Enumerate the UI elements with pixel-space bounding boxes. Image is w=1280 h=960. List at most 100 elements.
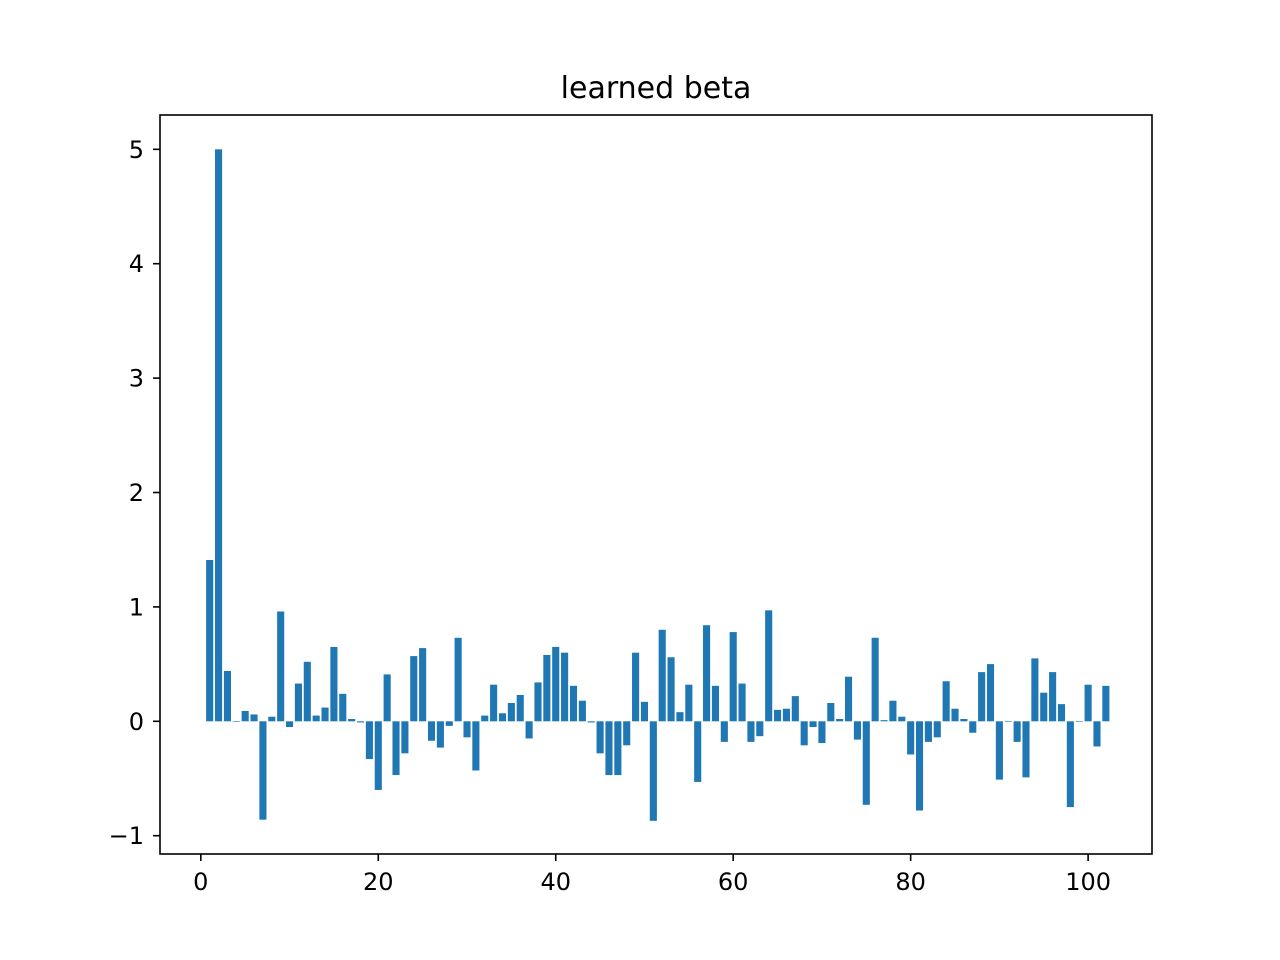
bar bbox=[1022, 721, 1030, 778]
bar bbox=[791, 696, 799, 722]
bar bbox=[836, 719, 844, 722]
bar bbox=[410, 656, 418, 722]
bar bbox=[348, 719, 356, 722]
bar bbox=[978, 672, 986, 722]
bar bbox=[605, 721, 613, 776]
bar bbox=[232, 721, 240, 722]
bar bbox=[1057, 704, 1066, 722]
bar bbox=[685, 684, 693, 722]
bar bbox=[818, 721, 826, 744]
bar bbox=[578, 700, 586, 722]
axes-frame bbox=[159, 114, 1153, 855]
bar bbox=[596, 721, 604, 754]
bar bbox=[365, 721, 373, 760]
bar bbox=[774, 709, 782, 722]
bar bbox=[206, 560, 214, 722]
bar bbox=[312, 715, 320, 722]
bar bbox=[658, 629, 666, 722]
bar bbox=[250, 714, 258, 722]
bar bbox=[924, 721, 932, 742]
bar bbox=[1040, 692, 1048, 722]
bar bbox=[392, 721, 400, 776]
bar bbox=[1049, 672, 1057, 722]
bar bbox=[1066, 721, 1074, 808]
bar bbox=[738, 683, 746, 722]
bar bbox=[703, 625, 711, 722]
x-tick-label: 100 bbox=[1065, 868, 1111, 896]
bar bbox=[1102, 685, 1110, 722]
bar bbox=[294, 683, 302, 722]
bar bbox=[880, 720, 888, 722]
bar bbox=[667, 657, 675, 722]
bar bbox=[871, 637, 879, 722]
x-tick-label: 60 bbox=[718, 868, 749, 896]
bar bbox=[516, 694, 524, 722]
bar bbox=[259, 721, 267, 820]
bar bbox=[507, 703, 515, 722]
x-tick-label: 0 bbox=[193, 868, 208, 896]
bar bbox=[756, 721, 764, 737]
bar bbox=[587, 721, 595, 723]
bar bbox=[1093, 721, 1101, 747]
x-tick-label: 80 bbox=[895, 868, 926, 896]
bar bbox=[223, 670, 231, 722]
bar bbox=[569, 685, 578, 722]
bar bbox=[614, 721, 622, 776]
bar bbox=[445, 721, 453, 726]
bar bbox=[809, 721, 817, 728]
bar bbox=[454, 637, 462, 722]
bar bbox=[623, 721, 631, 746]
bar bbox=[268, 716, 276, 722]
bar bbox=[649, 721, 657, 821]
bar bbox=[419, 648, 427, 722]
bar bbox=[765, 610, 773, 722]
bar bbox=[356, 721, 365, 723]
bar bbox=[800, 721, 808, 746]
bar bbox=[339, 693, 347, 722]
bar bbox=[1084, 684, 1092, 722]
bar bbox=[561, 652, 569, 722]
x-tick-label: 20 bbox=[363, 868, 394, 896]
x-axis: 0 20 40 60 80 100 bbox=[193, 854, 1111, 896]
bar bbox=[498, 713, 507, 722]
bar bbox=[960, 719, 968, 722]
bar bbox=[463, 721, 471, 738]
bar bbox=[827, 703, 835, 722]
bar bbox=[374, 721, 382, 790]
y-tick-label: 0 bbox=[129, 708, 144, 736]
y-tick-label: 5 bbox=[129, 136, 144, 164]
bar bbox=[898, 716, 906, 722]
chart-title: learned beta bbox=[561, 71, 752, 106]
bar bbox=[490, 684, 498, 722]
bar bbox=[1004, 721, 1012, 722]
bar bbox=[525, 721, 533, 739]
bar bbox=[747, 721, 755, 742]
bar bbox=[640, 701, 649, 722]
bar bbox=[729, 632, 737, 722]
y-axis: −1 0 1 2 3 4 5 bbox=[109, 136, 160, 850]
y-tick-label: 4 bbox=[129, 250, 144, 278]
bar bbox=[383, 674, 391, 722]
bar bbox=[552, 646, 560, 722]
bar bbox=[951, 708, 959, 722]
bar bbox=[286, 721, 294, 728]
bar bbox=[969, 721, 977, 733]
bar bbox=[862, 721, 870, 805]
bar bbox=[853, 721, 861, 740]
bar bbox=[942, 681, 950, 722]
bar bbox=[1031, 658, 1039, 722]
bar bbox=[844, 676, 853, 722]
bar bbox=[1075, 721, 1083, 722]
bar bbox=[321, 707, 329, 722]
bar bbox=[401, 721, 409, 754]
bar bbox=[694, 721, 702, 782]
bar bbox=[241, 711, 249, 722]
bar bbox=[215, 149, 223, 722]
bar bbox=[534, 682, 542, 722]
bar bbox=[481, 715, 489, 722]
bar bbox=[472, 721, 480, 771]
bar bbox=[543, 654, 551, 722]
